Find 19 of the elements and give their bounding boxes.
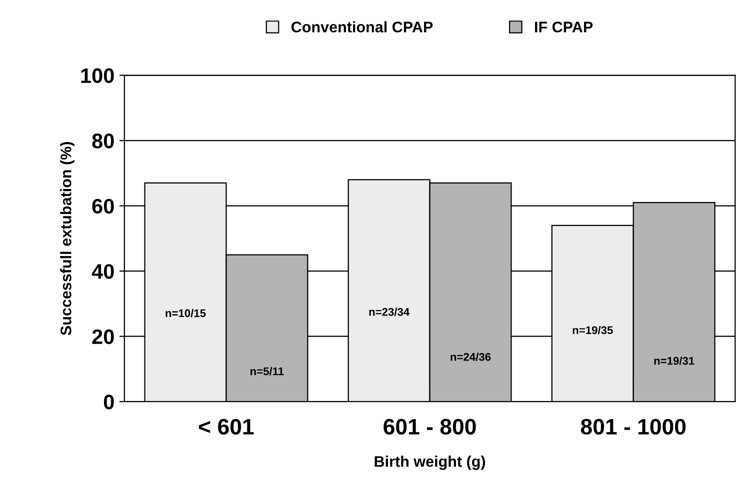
y-tick-label: 80: [92, 134, 114, 148]
data-label: n=10/15: [166, 308, 206, 318]
data-label: n=19/35: [572, 326, 613, 334]
y-tick-label: 0: [104, 394, 114, 410]
y-tick-label: 60: [92, 198, 114, 214]
legend-label: Conventional CPAP: [291, 21, 433, 32]
y-tick-label: 20: [92, 329, 114, 344]
x-tick-label: 601 - 800: [384, 418, 476, 435]
x-tick-label: < 601: [199, 418, 254, 435]
y-tick-label: 40: [92, 264, 114, 279]
data-label: n=5/11: [250, 367, 284, 376]
data-label: n=19/31: [654, 356, 694, 365]
y-axis-title: Successfull extubation (%): [60, 142, 74, 336]
data-label: n=24/36: [450, 352, 491, 361]
x-axis-title: Birth weight (g): [374, 456, 486, 470]
y-tick-label: 100: [81, 68, 114, 84]
x-tick-label: 801 - 1000: [580, 418, 686, 435]
legend-label: IF CPAP: [535, 22, 593, 32]
data-label: n=23/34: [369, 308, 410, 316]
